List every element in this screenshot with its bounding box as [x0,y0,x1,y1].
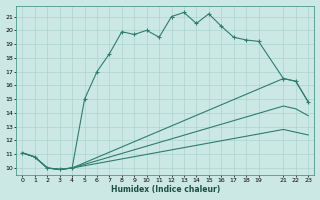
X-axis label: Humidex (Indice chaleur): Humidex (Indice chaleur) [111,185,220,194]
